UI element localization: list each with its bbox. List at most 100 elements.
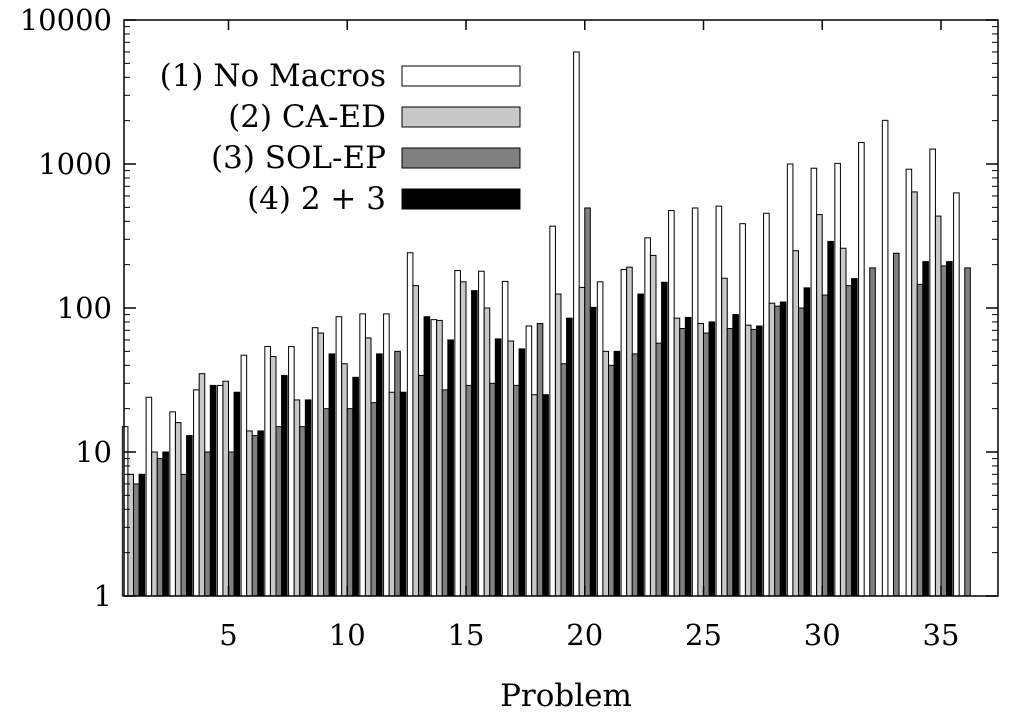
y-tick-label: 100	[57, 291, 112, 325]
bar-s4-p20	[589, 306, 597, 597]
bar-s1-p16	[478, 270, 485, 597]
bar-s4-p19	[566, 317, 573, 597]
bar-s1-p2	[145, 396, 153, 597]
bar-s2-p3	[174, 422, 182, 597]
bar-s4-p17	[518, 348, 526, 597]
bar-s4-p7	[281, 374, 288, 597]
bar-s3-p30	[821, 294, 829, 597]
bar-s3-p24	[679, 328, 686, 597]
bar-s3-p19	[560, 363, 568, 597]
bar-s3-p9	[323, 408, 330, 597]
bar-s2-p7	[269, 356, 277, 597]
bar-s4-p31	[851, 278, 858, 597]
bar-s4-p29	[803, 287, 811, 597]
bar-s1-p3	[169, 411, 176, 597]
y-tick-label: 10	[75, 435, 112, 469]
bar-s2-p22	[626, 266, 633, 597]
y-tick-label: 1	[94, 579, 112, 613]
bar-s4-p30	[827, 240, 834, 597]
bar-s3-p20	[584, 207, 591, 597]
bar-s2-p15	[459, 281, 467, 597]
bar-s4-p25	[708, 321, 716, 597]
bar-s4-p22	[637, 293, 644, 597]
x-axis-label: Problem	[500, 678, 632, 714]
bar-s1-p29	[786, 163, 794, 597]
bar-s1-p22	[620, 269, 628, 597]
bar-s3-p12	[394, 350, 401, 597]
bar-s3-p33	[893, 252, 900, 597]
bar-s1-p21	[596, 281, 604, 597]
bar-s1-p18	[525, 325, 533, 597]
bar-s3-p16	[489, 382, 496, 597]
bar-s1-p15	[454, 270, 461, 597]
bar-s4-p3	[186, 435, 193, 597]
bar-s1-p31	[834, 162, 841, 597]
bar-s4-p2	[162, 451, 169, 597]
bar-s3-p21	[608, 364, 615, 597]
bar-s3-p3	[180, 473, 188, 597]
bar-s1-p17	[501, 280, 509, 597]
bar-s4-p15	[471, 290, 478, 597]
bar-s3-p17	[513, 384, 520, 597]
bar-s2-p26	[721, 277, 728, 597]
bar-s1-p19	[549, 225, 556, 597]
bar-s2-p10	[341, 363, 348, 597]
legend: (1) No Macros (2) CA-ED (3) SOL-EP (4) 2 + …	[140, 48, 532, 223]
bar-s2-p21	[602, 350, 609, 597]
bar-s2-p17	[507, 340, 515, 597]
bar-s4-p5	[233, 391, 241, 597]
bar-s3-p5	[228, 451, 235, 597]
legend-swatch-3	[401, 147, 521, 169]
bar-s1-p8	[288, 346, 295, 597]
bar-s3-p26	[726, 328, 734, 597]
bar-s2-p18	[531, 394, 538, 597]
x-tick-label: 35	[923, 618, 960, 652]
bar-s3-p28	[774, 305, 781, 597]
bar-s2-p29	[792, 250, 799, 597]
bar-s1-p11	[359, 313, 366, 597]
bar-s3-p36	[964, 267, 971, 597]
bar-s4-p27	[756, 325, 763, 597]
bar-s2-p16	[483, 307, 491, 597]
bar-s1-p4	[193, 389, 200, 597]
legend-label-4: (4) 2 + 3	[247, 181, 386, 217]
bar-s4-p14	[447, 339, 454, 597]
ticks-layer: 1 10 100 1000 10000 5 10 15 20 25 30 35	[20, 3, 998, 652]
bar-s3-p35	[940, 265, 948, 597]
bar-s1-p30	[810, 167, 818, 597]
x-tick-label: 10	[329, 618, 366, 652]
bar-s2-p24	[673, 317, 681, 597]
bar-s4-p21	[613, 350, 621, 597]
bar-s2-p2	[151, 451, 158, 597]
bar-s3-p2	[156, 458, 164, 597]
bar-s1-p13	[406, 252, 414, 597]
bar-s3-p10	[346, 408, 354, 597]
bar-s2-p8	[293, 399, 301, 597]
bar-s3-p11	[370, 402, 378, 597]
bar-s4-p35	[946, 261, 953, 597]
bar-s1-p20	[573, 51, 580, 597]
bar-s2-p13	[412, 285, 420, 597]
bar-s2-p12	[388, 391, 396, 597]
bar-s1-p26	[715, 205, 723, 597]
x-tick-label: 15	[448, 618, 485, 652]
bar-s1-p34	[905, 168, 913, 597]
bar-s3-p23	[655, 342, 663, 597]
bar-s2-p4	[198, 373, 206, 597]
bar-s1-p35	[929, 148, 936, 597]
bar-s2-p28	[768, 302, 776, 597]
bar-s1-p23	[644, 237, 651, 597]
bars-layer	[121, 51, 971, 597]
legend-label-3: (3) SOL-EP	[211, 140, 386, 176]
x-tick-label: 5	[219, 618, 237, 652]
bar-s4-p13	[423, 316, 431, 597]
bar-s2-p19	[554, 293, 562, 597]
bar-s1-p33	[881, 119, 889, 597]
bar-s3-p1	[133, 483, 140, 597]
bar-s4-p9	[328, 353, 336, 597]
bar-s2-p11	[364, 337, 372, 597]
bar-s1-p9	[311, 327, 319, 597]
bar-s4-p1	[138, 473, 146, 597]
bar-s3-p7	[275, 426, 283, 597]
x-tick-label: 30	[804, 618, 841, 652]
